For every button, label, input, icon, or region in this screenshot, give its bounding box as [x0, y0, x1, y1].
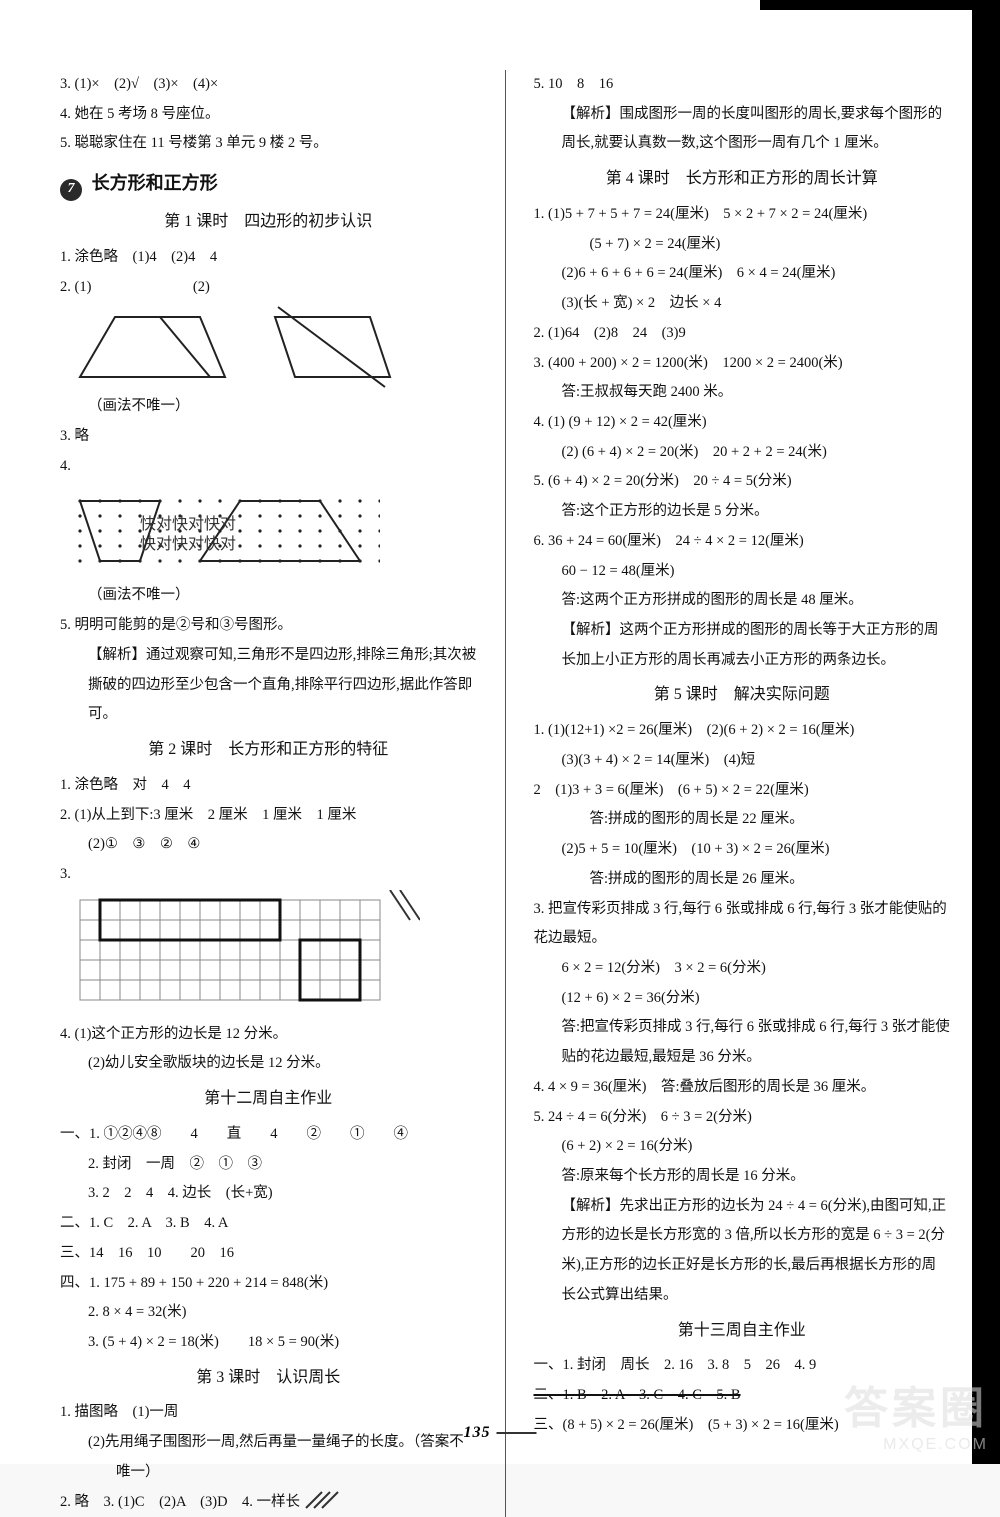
answer-line: (12 + 6) × 2 = 36(分米): [534, 984, 951, 1014]
answer-line: 3. 2 2 4 4. 边长 (长+宽): [60, 1179, 477, 1209]
answer-line: 4.: [60, 452, 477, 482]
answer-line: (2)先用绳子围图形一周,然后再量一量绳子的长度。（答案不: [60, 1428, 477, 1458]
scribble-icon: [304, 1490, 344, 1510]
answer-line: 4. (1) (9 + 12) × 2 = 42(厘米): [534, 408, 951, 438]
answer-line: (2)6 + 6 + 6 + 6 = 24(厘米) 6 × 4 = 24(厘米): [534, 259, 951, 289]
answer-line: 2. 封闭 一周 ② ① ③: [60, 1150, 477, 1180]
answer-line: 唯一）: [60, 1458, 477, 1488]
answer-line: 6. 36 + 24 = 60(厘米) 24 ÷ 4 × 2 = 12(厘米): [534, 527, 951, 557]
answer-line: (2)5 + 5 = 10(厘米) (10 + 3) × 2 = 26(厘米): [534, 835, 951, 865]
lesson-title: 第 2 课时 长方形和正方形的特征: [60, 734, 477, 767]
answer-line: (2)幼儿安全歌版块的边长是 12 分米。: [60, 1049, 477, 1079]
answer-line: 1. (1)5 + 7 + 5 + 7 = 24(厘米) 5 × 2 + 7 ×…: [534, 200, 951, 230]
answer-line: 答:这个正方形的边长是 5 分米。: [534, 497, 951, 527]
answer-line: (2) (6 + 4) × 2 = 20(米) 20 + 2 + 2 = 24(…: [534, 438, 951, 468]
struck-text: 二、1. B 2. A 3. C 4. C 5. B: [534, 1387, 741, 1403]
watermark-url: MXQE.COM: [844, 1436, 988, 1454]
scan-edge-right: [972, 0, 1000, 1464]
answer-line: 2. (1)64 (2)8 24 (3)9: [534, 319, 951, 349]
lesson-title: 第 1 课时 四边形的初步认识: [60, 206, 477, 239]
two-column-layout: 3. (1)× (2)√ (3)× (4)× 4. 她在 5 考场 8 号座位。…: [60, 70, 950, 1517]
quadrilateral-figures: [60, 302, 400, 392]
answer-line: 4. 4 × 9 = 36(厘米) 答:叠放后图形的周长是 36 厘米。: [534, 1073, 951, 1103]
answer-line: 一、1. ①②④⑧ 4 直 4 ② ① ④: [60, 1120, 477, 1150]
svg-text:快对快对快对: 快对快对快对: [140, 515, 236, 533]
page: 3. (1)× (2)√ (3)× (4)× 4. 她在 5 考场 8 号座位。…: [0, 0, 1000, 1464]
answer-line: 2. (1) (2): [60, 273, 477, 303]
answer-line: 4. 她在 5 考场 8 号座位。: [60, 100, 477, 130]
page-number: 135: [464, 1424, 537, 1442]
answer-line: 1. (1)(12+1) ×2 = 26(厘米) (2)(6 + 2) × 2 …: [534, 716, 951, 746]
week-title: 第十二周自主作业: [60, 1083, 477, 1116]
answer-line: (3)(长 + 宽) × 2 边长 × 4: [534, 289, 951, 319]
answer-line: 3. 把宣传彩页排成 3 行,每行 6 张或排成 6 行,每行 3 张才能使贴的…: [534, 895, 951, 954]
answer-line: 答:拼成的图形的周长是 22 厘米。: [534, 805, 951, 835]
figure-note: （画法不唯一）: [60, 581, 477, 611]
answer-line: 四、1. 175 + 89 + 150 + 220 + 214 = 848(米): [60, 1269, 477, 1299]
answer-line: 二、1. C 2. A 3. B 4. A: [60, 1209, 477, 1239]
answer-line: 2. 8 × 4 = 32(米): [60, 1298, 477, 1328]
grid-rectangles-figure: [60, 890, 420, 1020]
answer-line: 5. 10 8 16: [534, 70, 951, 100]
figure-note: （画法不唯一）: [60, 392, 477, 422]
answer-line: 6 × 2 = 12(分米) 3 × 2 = 6(分米): [534, 954, 951, 984]
analysis-text: 【解析】通过观察可知,三角形不是四边形,排除三角形;其次被撕破的四边形至少包含一…: [60, 641, 477, 730]
chapter-header: 7 长方形和正方形: [60, 165, 477, 202]
answer-line: 答:拼成的图形的周长是 26 厘米。: [534, 865, 951, 895]
watermark: 答案圈 MXQE.COM: [844, 1372, 988, 1454]
answer-line: 5. 明明可能剪的是②号和③号图形。: [60, 611, 477, 641]
answer-line: 2 (1)3 + 3 = 6(厘米) (6 + 5) × 2 = 22(厘米): [534, 776, 951, 806]
answer-line: 3. 略: [60, 422, 477, 452]
scan-edge-top: [760, 0, 1000, 10]
answer-line: 答:把宣传彩页排成 3 行,每行 6 张或排成 6 行,每行 3 张才能使贴的花…: [534, 1013, 951, 1072]
svg-text:快对快对快对: 快对快对快对: [140, 535, 236, 553]
answer-line: 答:原来每个长方形的周长是 16 分米。: [534, 1162, 951, 1192]
right-column: 5. 10 8 16 【解析】围成图形一周的长度叫图形的周长,要求每个图形的周长…: [534, 70, 951, 1517]
answer-line: 三、14 16 10 20 16: [60, 1239, 477, 1269]
lesson-title: 第 4 课时 长方形和正方形的周长计算: [534, 163, 951, 196]
answer-line: 3. (1)× (2)√ (3)× (4)×: [60, 70, 477, 100]
column-divider: [505, 70, 506, 1517]
answer-line: (3)(3 + 4) × 2 = 14(厘米) (4)短: [534, 746, 951, 776]
answer-line: 5. 聪聪家住在 11 号楼第 3 单元 9 楼 2 号。: [60, 129, 477, 159]
answer-line: 3. (5 + 4) × 2 = 18(米) 18 × 5 = 90(米): [60, 1328, 477, 1358]
watermark-text: 答案圈: [844, 1372, 988, 1436]
answer-line: 3.: [60, 860, 477, 890]
answer-line: (6 + 2) × 2 = 16(分米): [534, 1132, 951, 1162]
answer-line: 2. (1)从上到下:3 厘米 2 厘米 1 厘米 1 厘米: [60, 801, 477, 831]
chapter-title: 长方形和正方形: [92, 173, 218, 193]
analysis-text: 【解析】先求出正方形的边长为 24 ÷ 4 = 6(分米),由图可知,正方形的边…: [534, 1192, 951, 1311]
answer-line: (2)① ③ ② ④: [60, 830, 477, 860]
answer-line: 4. (1)这个正方形的边长是 12 分米。: [60, 1020, 477, 1050]
answer-line: 60 − 12 = 48(厘米): [534, 557, 951, 587]
answer-line: (5 + 7) × 2 = 24(厘米): [534, 230, 951, 260]
chapter-number-badge: 7: [60, 179, 82, 201]
answer-line: 答:王叔叔每天跑 2400 米。: [534, 378, 951, 408]
dot-grid-figure: {} 快对快对快对 快对快对快对: [60, 481, 380, 581]
answer-line: 1. 描图略 (1)一周: [60, 1398, 477, 1428]
left-column: 3. (1)× (2)√ (3)× (4)× 4. 她在 5 考场 8 号座位。…: [60, 70, 477, 1517]
answer-line: 5. 24 ÷ 4 = 6(分米) 6 ÷ 3 = 2(分米): [534, 1103, 951, 1133]
answer-line: 1. 涂色略 (1)4 (2)4 4: [60, 243, 477, 273]
answer-line: 1. 涂色略 对 4 4: [60, 771, 477, 801]
lesson-title: 第 5 课时 解决实际问题: [534, 679, 951, 712]
analysis-text: 【解析】围成图形一周的长度叫图形的周长,要求每个图形的周长,就要认真数一数,这个…: [534, 100, 951, 159]
answer-line: 3. (400 + 200) × 2 = 1200(米) 1200 × 2 = …: [534, 349, 951, 379]
week-title: 第十三周自主作业: [534, 1315, 951, 1348]
answer-line: 5. (6 + 4) × 2 = 20(分米) 20 ÷ 4 = 5(分米): [534, 467, 951, 497]
lesson-title: 第 3 课时 认识周长: [60, 1362, 477, 1395]
answer-line: 答:这两个正方形拼成的图形的周长是 48 厘米。: [534, 586, 951, 616]
analysis-text: 【解析】这两个正方形拼成的图形的周长等于大正方形的周长加上小正方形的周长再减去小…: [534, 616, 951, 675]
answer-line: 2. 略 3. (1)C (2)A (3)D 4. 一样长: [60, 1488, 477, 1517]
